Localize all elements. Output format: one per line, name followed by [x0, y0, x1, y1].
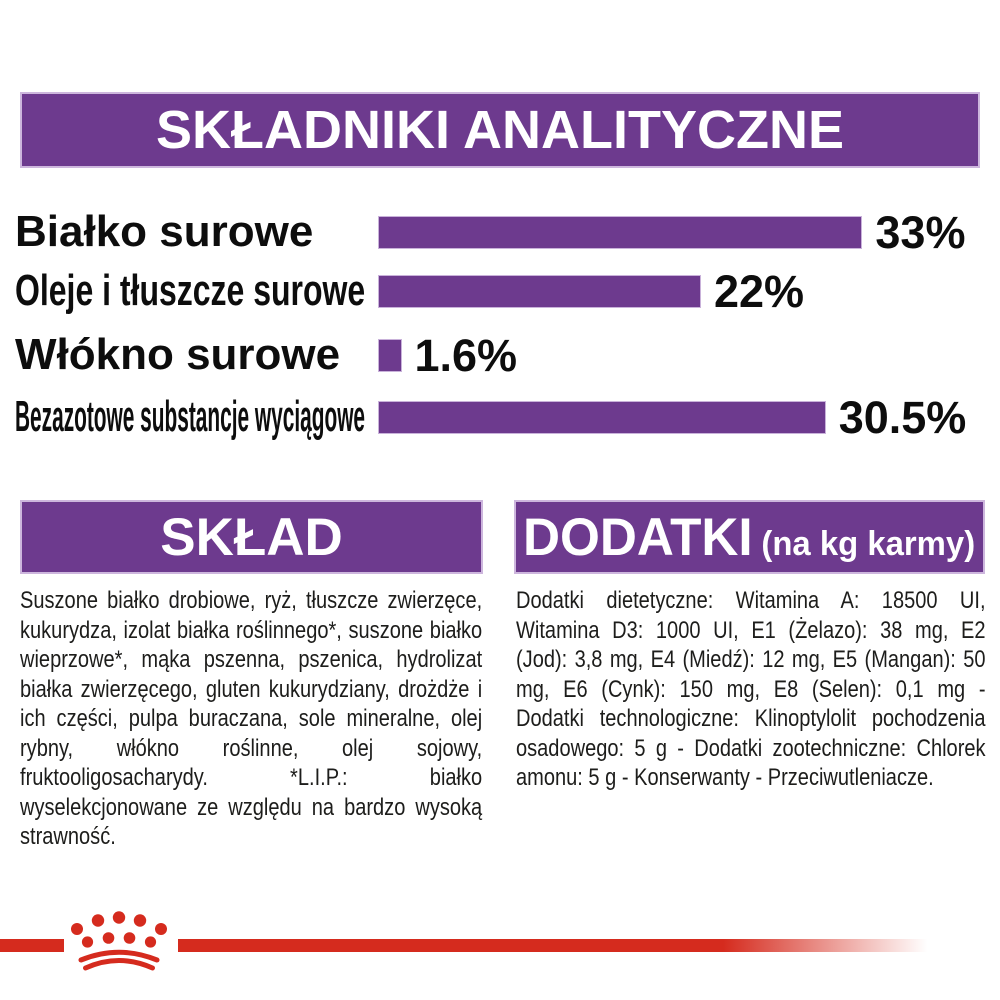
- sklad-title: SKŁAD: [160, 507, 343, 567]
- chart-bar: [378, 274, 701, 308]
- sklad-header-box: SKŁAD: [20, 500, 483, 574]
- footer-divider-right: [178, 939, 935, 952]
- chart-value: 22%: [714, 265, 805, 317]
- analytics-chart: Białko surowe 33% Oleje i tłuszcze surow…: [0, 0, 1000, 460]
- chart-row-label: Oleje i tłuszcze surowe: [15, 266, 366, 315]
- chart-row: Włókno surowe 1.6%: [0, 328, 1000, 382]
- dodatki-body: Dodatki dietetyczne: Witamina A: 18500 U…: [516, 587, 986, 791]
- chart-row: Bezazotowe substancje wyciągowe 30.5%: [0, 390, 1000, 444]
- chart-value: 1.6%: [414, 329, 518, 381]
- dodatki-header-box: DODATKI (na kg karmy): [514, 500, 985, 574]
- sklad-body: Suszone białko drobiowe, ryż, tłuszcze z…: [20, 587, 483, 850]
- dodatki-title-line: DODATKI (na kg karmy): [523, 511, 975, 564]
- chart-row-label: Białko surowe: [15, 207, 314, 256]
- chart-bar: [378, 215, 863, 249]
- chart-bar: [378, 400, 826, 434]
- analytics-banner: SKŁADNIKI ANALITYCZNE: [20, 92, 980, 168]
- chart-row-label: Bezazotowe substancje wyciągowe: [15, 392, 366, 441]
- dodatki-title: DODATKI: [523, 507, 753, 567]
- royal-canin-crown-logo-icon: [71, 911, 167, 971]
- dodatki-subtitle: (na kg karmy): [761, 524, 976, 563]
- footer-divider-left: [0, 939, 64, 952]
- chart-value: 30.5%: [838, 391, 967, 443]
- analytics-title: SKŁADNIKI ANALITYCZNE: [156, 100, 844, 160]
- chart-value: 33%: [875, 206, 966, 258]
- chart-row: Oleje i tłuszcze surowe 22%: [0, 264, 1000, 318]
- chart-row-label: Włókno surowe: [15, 330, 341, 379]
- chart-bar: [378, 338, 402, 372]
- chart-row: Białko surowe 33%: [0, 205, 1000, 259]
